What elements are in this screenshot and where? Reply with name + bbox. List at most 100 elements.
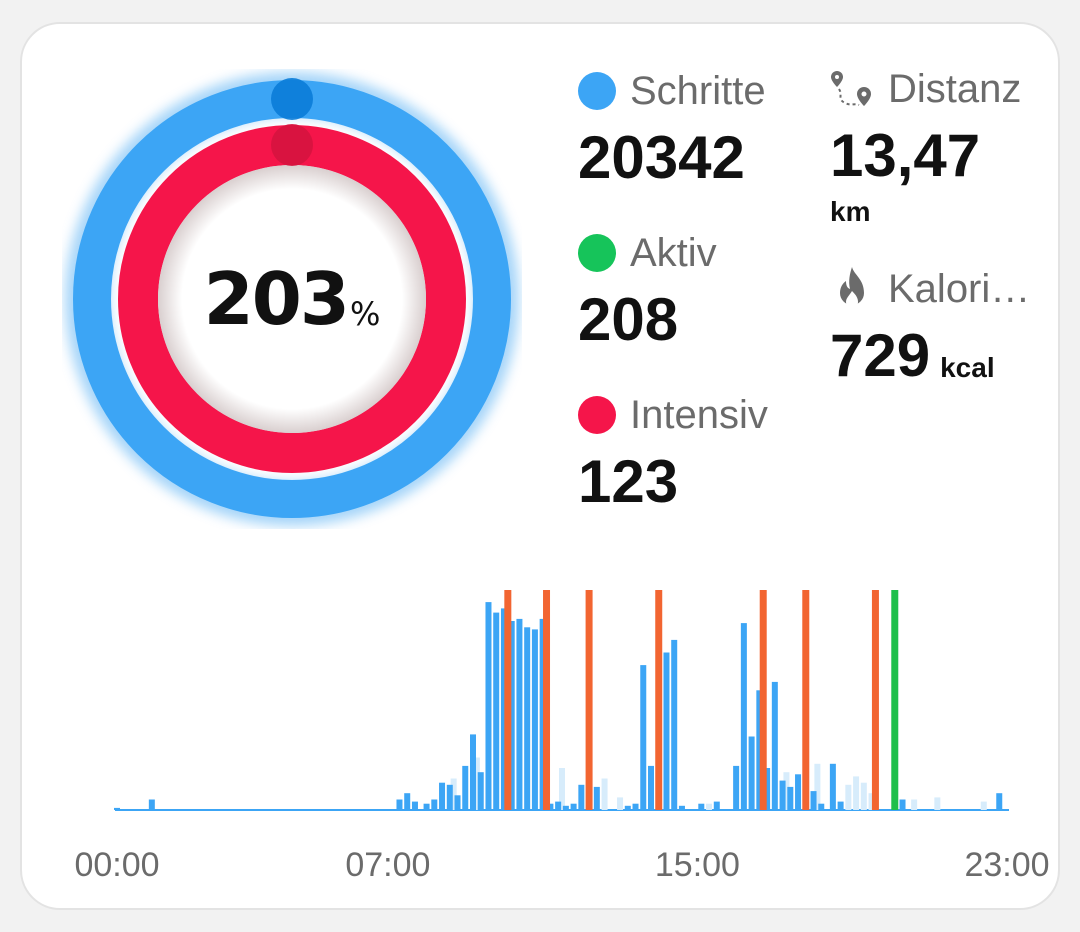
bar bbox=[431, 799, 438, 810]
activity-card[interactable]: 203 % Schritte 20342 Aktiv 208 Intensiv … bbox=[20, 22, 1060, 910]
bar bbox=[531, 629, 538, 810]
ring-center bbox=[158, 165, 426, 433]
light-bar bbox=[853, 776, 860, 810]
bar bbox=[404, 793, 411, 810]
bar bbox=[485, 602, 492, 810]
event-marker bbox=[802, 590, 810, 810]
light-bar bbox=[911, 799, 918, 810]
event-marker bbox=[655, 590, 663, 810]
bar bbox=[516, 618, 523, 810]
bar bbox=[508, 621, 515, 810]
light-bar bbox=[559, 768, 565, 810]
intense-ring-end-cap bbox=[271, 124, 313, 166]
bar bbox=[439, 782, 446, 810]
x-tick-label: 15:00 bbox=[654, 846, 740, 884]
event-marker bbox=[759, 590, 767, 810]
stat-distance-value: 13,47 bbox=[830, 122, 981, 189]
bar bbox=[411, 801, 418, 810]
x-tick-label: 00:00 bbox=[74, 846, 160, 884]
x-tick-label: 23:00 bbox=[964, 846, 1050, 884]
bar bbox=[837, 801, 844, 810]
light-bar bbox=[868, 793, 875, 810]
stat-calories: Kalori… 729 kcal bbox=[830, 264, 1030, 386]
stat-calories-value: 729 bbox=[830, 322, 931, 389]
bar bbox=[779, 780, 786, 810]
bar bbox=[624, 805, 631, 810]
bar bbox=[771, 681, 778, 810]
bar bbox=[477, 772, 484, 810]
bar bbox=[462, 765, 469, 810]
light-bar bbox=[934, 797, 941, 810]
steps-dot-icon bbox=[578, 72, 616, 110]
activity-ring: 203 % bbox=[62, 69, 522, 529]
bar bbox=[396, 799, 403, 810]
light-bar bbox=[783, 772, 790, 810]
intense-dot-icon bbox=[578, 396, 616, 434]
stat-calories-value-row: 729 kcal bbox=[830, 326, 1030, 386]
bar bbox=[756, 690, 763, 810]
light-bar bbox=[473, 757, 480, 810]
bar bbox=[500, 608, 507, 810]
bar bbox=[810, 791, 817, 810]
bar bbox=[493, 612, 500, 810]
goal-percentage-unit: % bbox=[349, 295, 381, 333]
stat-steps: Schritte 20342 bbox=[578, 66, 766, 188]
bar bbox=[454, 795, 461, 810]
stat-distance-label: Distanz bbox=[888, 66, 1022, 111]
bar bbox=[648, 765, 654, 810]
stat-intense-label: Intensiv bbox=[630, 392, 768, 437]
stat-steps-label: Schritte bbox=[630, 68, 766, 113]
flame-icon bbox=[830, 267, 874, 311]
hourly-activity-chart: 00:00 07:00 15:00 23:00 bbox=[72, 584, 1052, 914]
light-bar bbox=[980, 801, 987, 810]
light-bar bbox=[450, 778, 457, 810]
bar bbox=[423, 803, 430, 810]
bar bbox=[640, 665, 647, 810]
bar bbox=[733, 765, 740, 810]
bar bbox=[547, 803, 554, 810]
bar bbox=[740, 623, 747, 810]
bar bbox=[562, 805, 569, 810]
event-marker bbox=[891, 590, 899, 810]
bar bbox=[524, 627, 531, 810]
bar bbox=[570, 803, 577, 810]
bar bbox=[446, 784, 453, 810]
stat-intense-value: 123 bbox=[578, 448, 679, 515]
light-bar bbox=[601, 778, 608, 810]
stat-active: Aktiv 208 bbox=[578, 228, 717, 350]
chart-plot bbox=[114, 590, 1009, 811]
light-bar bbox=[860, 782, 867, 810]
bar bbox=[470, 734, 476, 810]
stat-calories-label: Kalori… bbox=[888, 266, 1031, 311]
bar bbox=[713, 801, 720, 810]
bar bbox=[748, 736, 755, 810]
bar bbox=[996, 793, 1003, 810]
bar bbox=[671, 639, 678, 810]
event-marker bbox=[543, 590, 551, 810]
bar bbox=[795, 774, 802, 810]
light-bar bbox=[845, 784, 852, 810]
light-bar bbox=[706, 803, 713, 810]
stat-active-value: 208 bbox=[578, 286, 679, 353]
event-marker bbox=[585, 590, 593, 810]
event-marker bbox=[504, 590, 512, 810]
stat-calories-unit: kcal bbox=[940, 352, 995, 383]
stat-intense: Intensiv 123 bbox=[578, 390, 768, 512]
bar bbox=[555, 801, 562, 810]
bar bbox=[698, 803, 705, 810]
bar bbox=[787, 786, 794, 810]
bar bbox=[148, 799, 155, 810]
active-dot-icon bbox=[578, 234, 616, 272]
stat-distance: Distanz 13,47 km bbox=[830, 64, 1021, 228]
stat-active-label: Aktiv bbox=[630, 230, 717, 275]
goal-percentage: 203 % bbox=[62, 69, 522, 529]
bar bbox=[764, 768, 771, 810]
bar bbox=[818, 803, 825, 810]
bar bbox=[899, 799, 906, 810]
bar bbox=[114, 807, 120, 810]
stat-distance-unit: km bbox=[830, 196, 871, 227]
light-bar bbox=[814, 763, 821, 810]
bar bbox=[829, 763, 836, 810]
x-tick-label: 07:00 bbox=[345, 846, 431, 884]
ring-graphic bbox=[65, 72, 519, 526]
